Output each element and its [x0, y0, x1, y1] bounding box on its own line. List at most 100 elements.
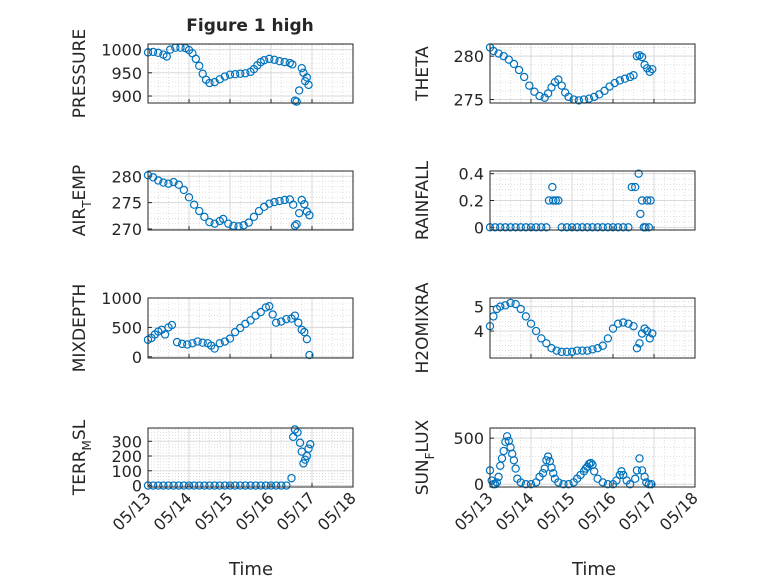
- data-point: [225, 334, 235, 343]
- data-point: [598, 223, 607, 232]
- data-point: [603, 223, 613, 232]
- axes-frame: [489, 43, 696, 104]
- data-point: [195, 61, 204, 71]
- data-point: [294, 208, 304, 218]
- data-point: [249, 212, 259, 222]
- data-point: [302, 334, 312, 344]
- data-point: [305, 211, 314, 220]
- data-point: [583, 223, 592, 232]
- y-tick-label: 500: [453, 429, 484, 448]
- data-point: [295, 438, 305, 447]
- data-point: [547, 344, 556, 353]
- data-point: [519, 72, 529, 82]
- data-point: [230, 481, 240, 490]
- data-point: [562, 223, 572, 232]
- data-point: [509, 59, 519, 69]
- data-point: [244, 218, 253, 227]
- data-point: [557, 81, 566, 90]
- data-point: [256, 307, 265, 317]
- y-tick-label: 1000: [101, 289, 142, 308]
- x-tick-label: 05/14: [150, 488, 196, 534]
- data-point: [572, 346, 582, 355]
- subplot-rainfall: 0 0.2 0.4 RAINFALL: [413, 160, 696, 240]
- data-point: [241, 69, 250, 78]
- data-point: [306, 440, 315, 449]
- data-point: [647, 480, 656, 489]
- y-tick-label: 950: [111, 64, 142, 83]
- series-markers-terr-msl: [143, 425, 315, 490]
- data-point: [265, 199, 274, 208]
- data-point: [542, 339, 551, 348]
- data-point: [189, 481, 199, 490]
- data-point: [501, 223, 510, 232]
- data-point: [551, 196, 560, 205]
- data-point: [509, 456, 519, 465]
- data-point: [246, 316, 255, 325]
- data-point: [154, 481, 163, 490]
- data-point: [549, 468, 558, 478]
- data-point: [619, 223, 628, 232]
- data-point: [624, 319, 633, 328]
- data-point: [504, 55, 513, 64]
- data-point: [615, 76, 625, 85]
- data-point: [205, 78, 214, 88]
- data-point: [511, 223, 520, 232]
- data-point: [499, 446, 508, 456]
- data-point: [501, 301, 510, 310]
- y-tick-label: 0: [132, 477, 142, 496]
- data-point: [220, 72, 230, 81]
- data-point: [167, 320, 177, 330]
- data-point: [624, 223, 633, 232]
- data-point: [224, 219, 233, 228]
- data-point: [282, 314, 291, 324]
- data-point: [631, 182, 640, 192]
- data-point: [189, 200, 199, 209]
- y-tick-label: 900: [111, 87, 142, 106]
- data-point: [200, 212, 209, 222]
- data-point: [304, 80, 313, 90]
- data-point: [300, 327, 309, 337]
- data-point: [246, 481, 255, 490]
- data-point: [490, 480, 500, 489]
- data-point: [635, 339, 644, 348]
- y-tick-label: 280: [111, 167, 142, 186]
- data-point: [215, 481, 224, 490]
- data-point: [159, 178, 168, 187]
- data-point: [492, 478, 502, 487]
- x-tick-label: 05/15: [533, 488, 579, 534]
- y-tick-label: 300: [111, 432, 142, 451]
- data-point: [578, 223, 587, 232]
- series-markers-rainfall: [485, 169, 655, 232]
- data-point: [490, 223, 500, 232]
- data-point: [191, 54, 201, 64]
- subplot-h2omixra: 4 5 H2OMIXRA: [413, 282, 696, 374]
- data-point: [305, 350, 314, 360]
- data-point: [270, 55, 279, 64]
- data-point: [516, 304, 525, 314]
- data-point: [172, 337, 182, 347]
- axes-frame: [489, 297, 696, 359]
- data-point: [280, 195, 289, 205]
- data-point: [236, 323, 245, 333]
- subplot-theta: 275 280 THETA: [413, 43, 696, 110]
- data-point: [290, 221, 300, 230]
- data-point: [188, 339, 197, 348]
- data-point: [526, 480, 536, 489]
- data-point: [598, 341, 607, 350]
- axes-background-air-temp: [147, 170, 354, 231]
- data-point: [300, 199, 309, 209]
- y-tick-label: 270: [111, 220, 142, 239]
- data-point: [265, 302, 274, 311]
- data-point: [516, 223, 525, 232]
- data-point: [584, 94, 594, 103]
- data-point: [236, 481, 245, 490]
- data-point: [166, 45, 175, 54]
- data-point: [637, 196, 647, 205]
- y-axis-label-rainfall: RAINFALL: [413, 160, 433, 240]
- series-markers-mixdepth: [143, 302, 314, 360]
- data-point: [636, 209, 645, 219]
- x-tick-label: 05/16: [232, 488, 278, 534]
- x-axis-label-left: Time: [228, 559, 273, 580]
